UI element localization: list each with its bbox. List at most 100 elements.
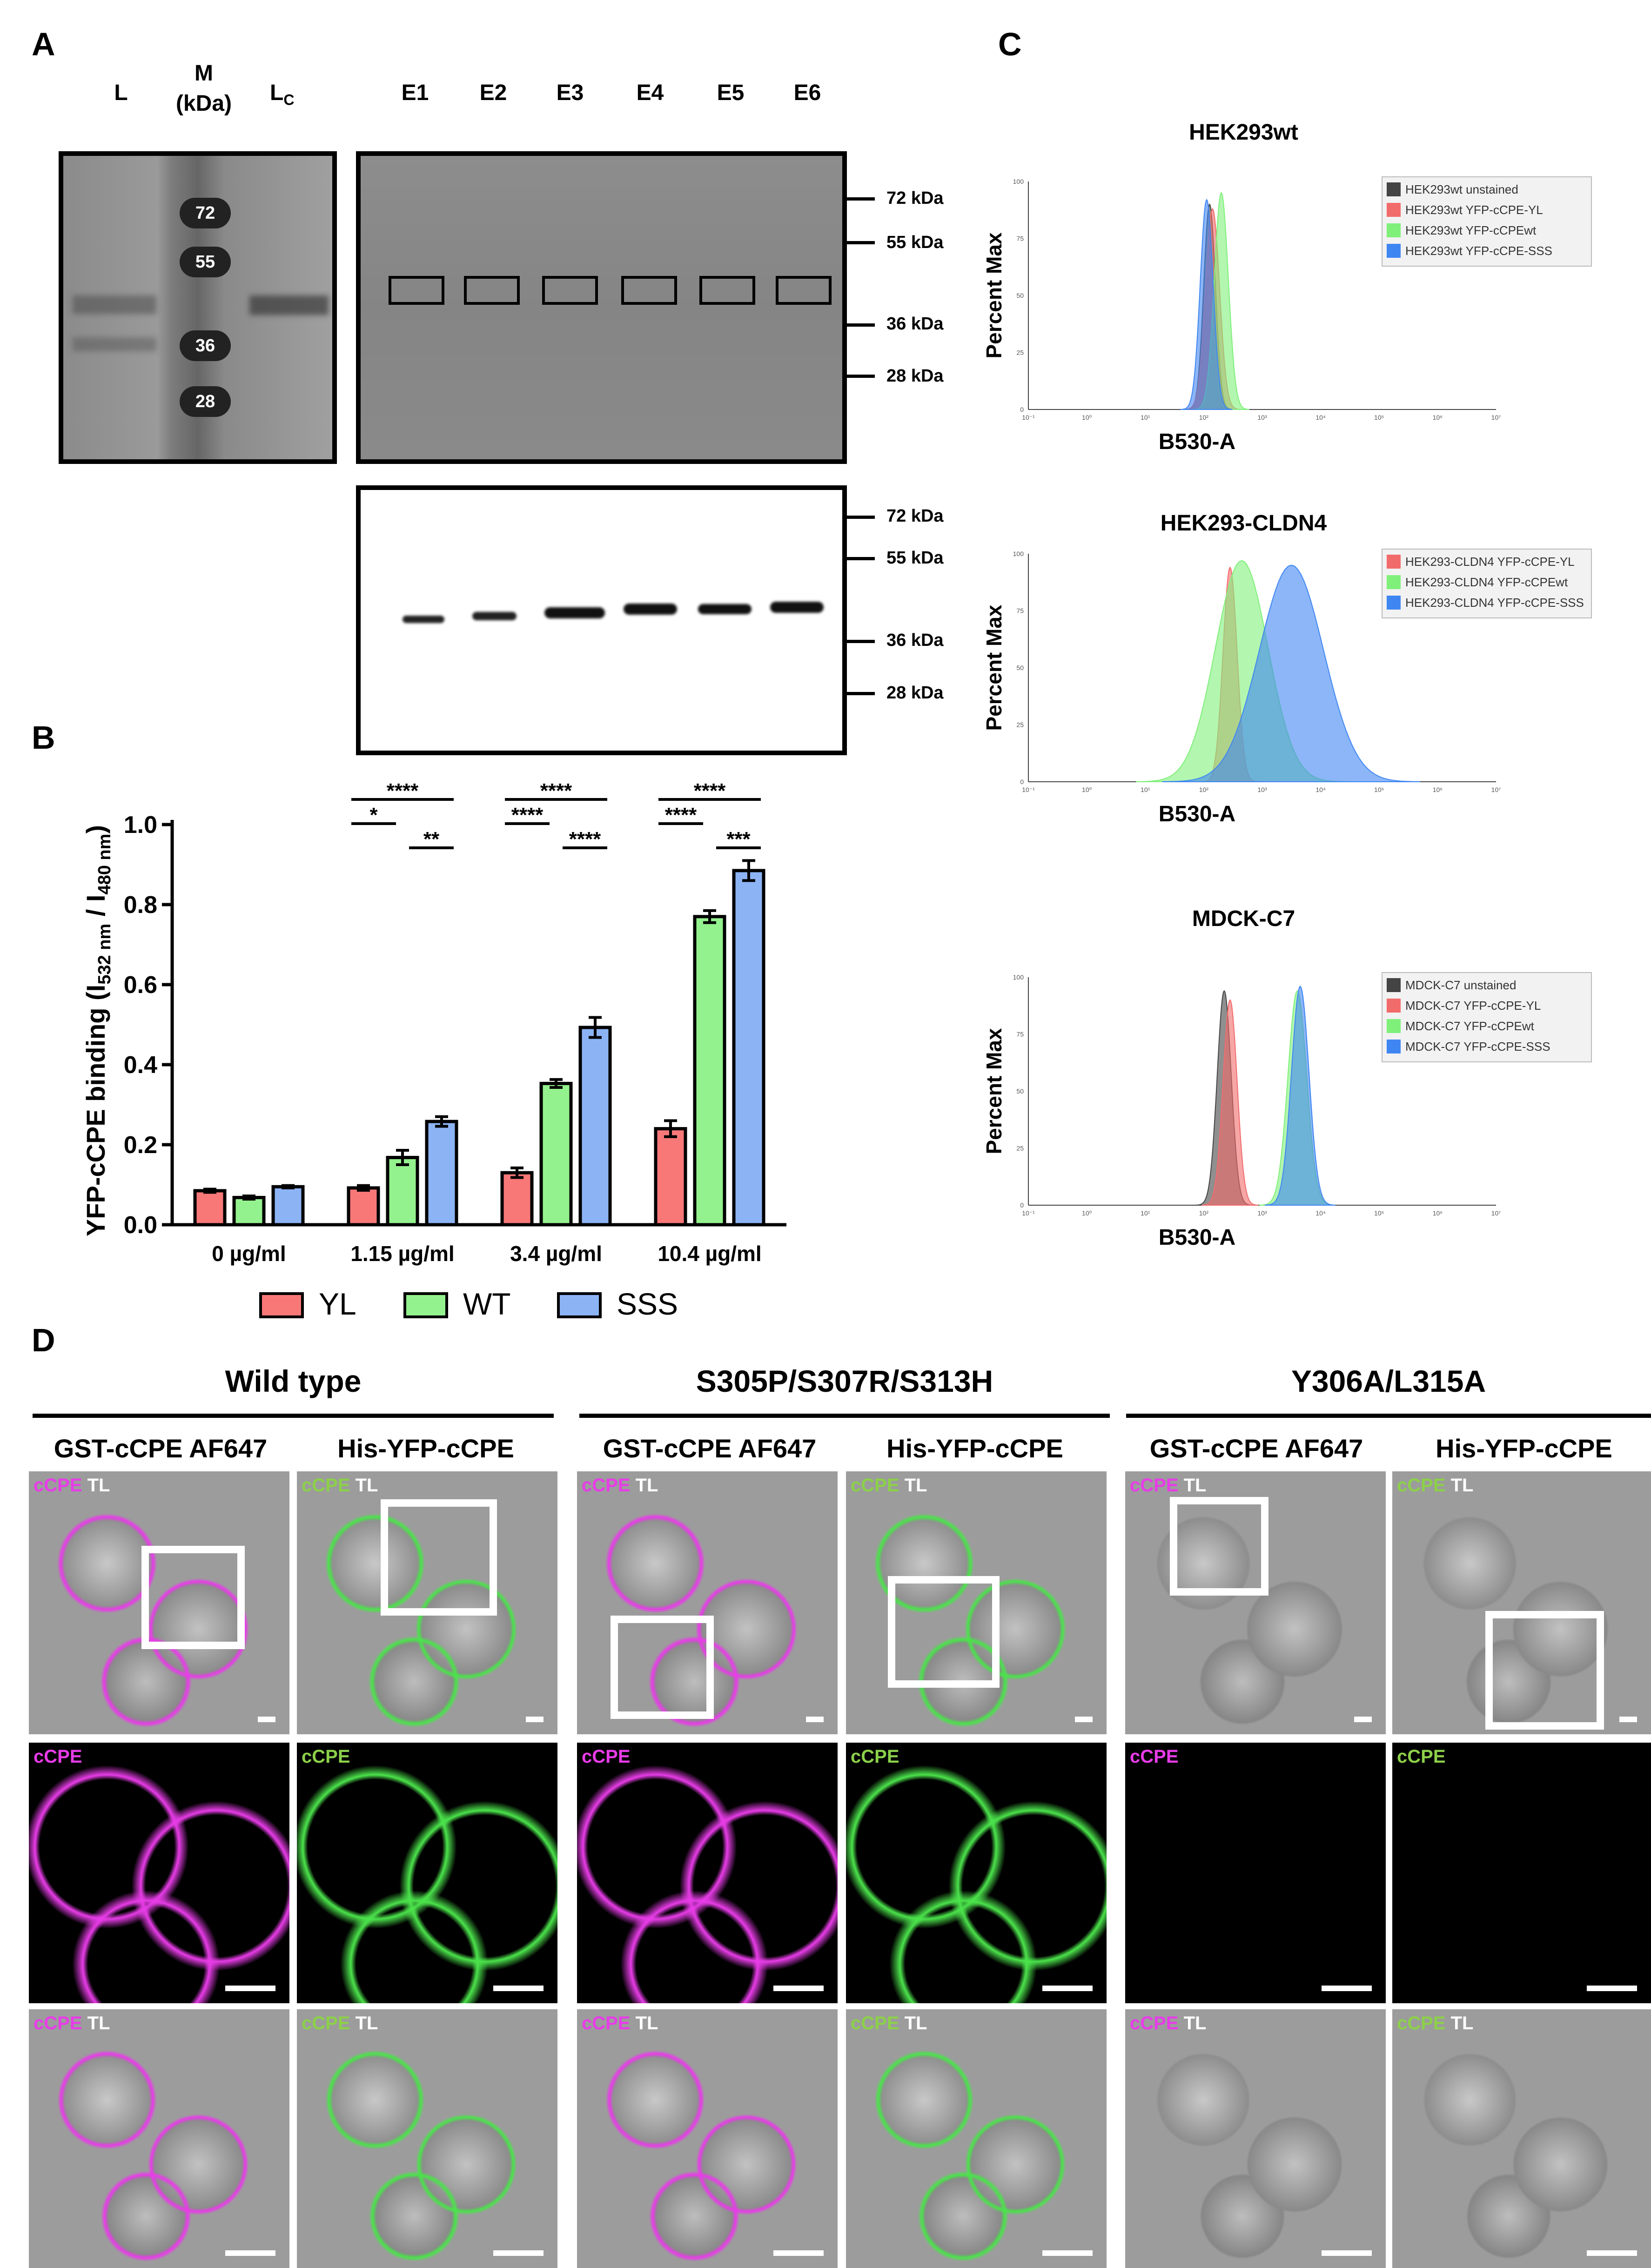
bar-chart-b: 0.0 0.2 0.4 0.6 0.8 1.0 0 µg/ml 1.15 µg/ml 3.4 µ… [124, 779, 786, 1321]
condition-rule-yl [1126, 1414, 1651, 1418]
flow-legend-box [1382, 972, 1592, 1062]
flow-legend-box [1382, 176, 1592, 267]
bar-yl [347, 1186, 380, 1227]
flow-legend-swatch [1387, 999, 1401, 1013]
ladder-mark-55: 55 [180, 247, 231, 277]
flow-y-tick: 75 [1016, 607, 1024, 615]
flow-y-tick: 100 [1013, 550, 1024, 557]
micro-label: cCPE TL [34, 2013, 110, 2034]
x-tick-label: 3.4 µg/ml [510, 1241, 602, 1266]
micro-label-cCPE: cCPE [1130, 1746, 1179, 1767]
flow-x-tick: 10⁻¹ [1022, 786, 1035, 793]
bar-yl [500, 1171, 534, 1227]
flow-x-tick: 10⁶ [1433, 414, 1443, 421]
zoom-region-frame [381, 1499, 497, 1616]
scale-bar [773, 2250, 824, 2256]
flow-ylabel: Percent Max [982, 232, 1006, 358]
lane-label-M-unit: (kDa) [176, 91, 232, 116]
micro-label-cCPE: cCPE [851, 1746, 899, 1767]
significance-label: ** [423, 828, 440, 851]
micro-image-r2-c6: cCPE [1392, 1743, 1651, 2003]
gel-band-box-e3 [542, 276, 598, 305]
significance-label: **** [665, 804, 697, 826]
mw-label-28-wb: 28 kDa [886, 683, 944, 703]
gel-left-band-Lc [249, 295, 329, 315]
micro-image-r3-c4: cCPE TL [846, 2009, 1107, 2268]
condition-title-yl: Y306A/L315A [1291, 1364, 1486, 1398]
micro-label-cCPE: cCPE [302, 1475, 350, 1496]
bar-wt [693, 915, 726, 1227]
significance-label: **** [569, 828, 601, 851]
micro-label: cCPE [851, 1746, 899, 1767]
gel-left-band-L [73, 295, 156, 314]
scale-bar [1042, 1986, 1093, 1991]
bar-yl [654, 1127, 687, 1227]
bar-wt [232, 1196, 266, 1227]
micro-label-TL: TL [82, 2013, 110, 2033]
mw-label-36-wb: 36 kDa [886, 631, 944, 650]
micro-image-r3-c6: cCPE TL [1392, 2009, 1651, 2268]
micro-image-r2-c1: cCPE [29, 1743, 289, 2003]
flow-legend-swatch [1387, 575, 1401, 589]
micro-image-r2-c5: cCPE [1125, 1743, 1386, 2003]
lane-label-e6: E6 [793, 81, 821, 105]
ylabel-mid: / I [81, 894, 110, 924]
ladder-mark-36: 36 [180, 330, 231, 361]
flow-histogram [1162, 564, 1420, 782]
bar-chart-ylabel: YFP-cCPE binding (I532 nm / I480 nm) [81, 825, 115, 1236]
flow-legend-label: HEK293wt unstained [1405, 182, 1518, 196]
lane-label-e2: E2 [479, 81, 507, 105]
wb-band-e6 [770, 602, 824, 613]
micro-image-r1-c2: cCPE TL [297, 1471, 557, 1734]
col-title-6: His-YFP-cCPE [1436, 1434, 1612, 1463]
micro-image-r1-c1: cCPE TL [29, 1471, 289, 1734]
flow-xlabel: B530-A [1159, 429, 1235, 454]
micro-label-cCPE: cCPE [302, 2013, 350, 2033]
lane-label-Lc: LC [270, 80, 294, 109]
micro-image-r1-c6: cCPE TL [1392, 1471, 1651, 1734]
micro-image-r1-c3: cCPE TL [577, 1471, 838, 1734]
mw-tick-55-wb [847, 557, 875, 560]
condition-rule-wt [33, 1414, 554, 1418]
micro-label-cCPE: cCPE [1130, 1475, 1179, 1496]
bar-sss [271, 1185, 305, 1227]
bar-wt [539, 1081, 573, 1227]
scale-bar [1075, 1717, 1093, 1722]
flow-y-tick: 50 [1016, 664, 1024, 671]
flow-histogram [1264, 986, 1336, 1206]
panel-label-c: C [998, 26, 1022, 62]
y-tick-label: 1.0 [124, 812, 157, 839]
flow-x-tick: 10⁰ [1082, 414, 1092, 421]
micro-label: cCPE TL [582, 1475, 658, 1496]
flow-y-tick: 50 [1016, 1087, 1024, 1095]
flow-legend-label: HEK293-CLDN4 YFP-cCPEwt [1405, 575, 1568, 589]
flow-x-tick: 10³ [1257, 414, 1267, 421]
zoom-region-frame [141, 1546, 245, 1649]
scale-bar [1354, 1717, 1372, 1722]
legend-label-wt: WT [463, 1287, 511, 1321]
micro-label-TL: TL [1178, 1475, 1207, 1496]
scale-bar [773, 1986, 824, 1991]
flow-y-tick: 75 [1016, 235, 1024, 242]
micro-label-cCPE: cCPE [1397, 1475, 1446, 1496]
flow-y-tick: 25 [1016, 721, 1024, 729]
y-tick-label: 0.2 [124, 1132, 157, 1159]
flow-x-tick: 10⁶ [1433, 786, 1443, 793]
y-tick-label: 0.0 [124, 1212, 157, 1239]
micro-label-cCPE: cCPE [851, 1475, 899, 1496]
significance-label: **** [540, 779, 572, 802]
flow-x-tick: 10⁰ [1082, 1209, 1092, 1217]
panel-label-b: B [32, 719, 55, 756]
micro-label: cCPE [582, 1746, 631, 1767]
micro-label-cCPE: cCPE [34, 2013, 82, 2033]
flow-x-tick: 10² [1199, 786, 1209, 793]
mw-tick-36-wb [847, 640, 875, 643]
flow-legend-swatch [1387, 182, 1401, 196]
flow-legend-label: MDCK-C7 unstained [1405, 978, 1516, 992]
flow-legend-label: MDCK-C7 YFP-cCPE-YL [1405, 999, 1541, 1013]
micro-label-cCPE: cCPE [851, 2013, 899, 2033]
micro-label-TL: TL [1445, 1475, 1474, 1496]
flow-panel-1: HEK293wt 100 75 50 25 010⁻¹ 10⁰ 10¹ 10² 10³ 10⁴ 10⁵… [982, 121, 1592, 454]
y-tick-label: 0.8 [124, 892, 157, 919]
significance-label: **** [694, 779, 726, 802]
